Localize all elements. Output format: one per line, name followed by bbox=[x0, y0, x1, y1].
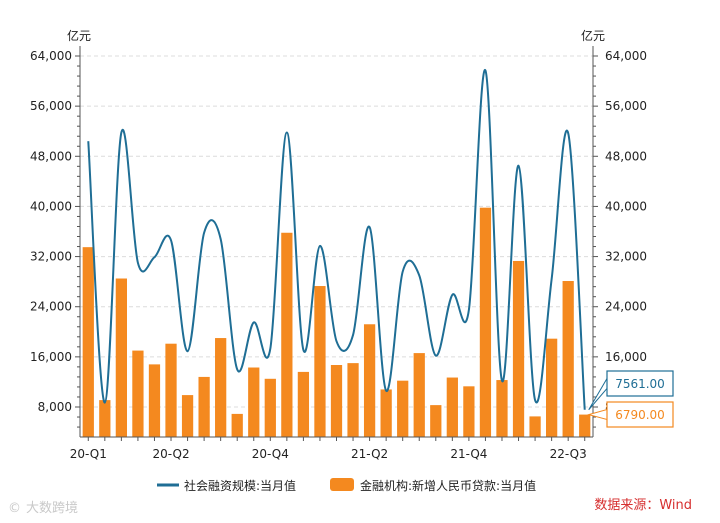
bar bbox=[264, 378, 276, 437]
bar bbox=[446, 377, 458, 437]
bar bbox=[215, 338, 227, 437]
callout-value: 6790.00 bbox=[615, 408, 665, 422]
y-tick-label-left: 24,000 bbox=[30, 300, 72, 314]
bar bbox=[546, 338, 558, 437]
bar bbox=[529, 416, 541, 437]
y-tick-label-right: 48,000 bbox=[605, 149, 647, 163]
bar bbox=[463, 386, 475, 437]
bar bbox=[413, 353, 425, 437]
x-tick-label: 20-Q2 bbox=[152, 447, 189, 461]
callout-box bbox=[606, 370, 674, 397]
x-tick-label: 20-Q1 bbox=[70, 447, 107, 461]
bar bbox=[512, 260, 525, 437]
legend: 社会融资规模:当月值 金融机构:新增人民币贷款:当月值 bbox=[157, 478, 536, 493]
bar bbox=[397, 380, 409, 437]
legend-line-label: 社会融资规模:当月值 bbox=[184, 478, 296, 493]
callout-box bbox=[606, 401, 674, 428]
bar bbox=[99, 400, 111, 437]
left-unit-label: 亿元 bbox=[67, 28, 91, 43]
bar-series bbox=[82, 207, 591, 437]
bar bbox=[363, 324, 376, 437]
line-series bbox=[87, 69, 586, 410]
bar bbox=[132, 350, 144, 437]
y-tick-label-right: 40,000 bbox=[605, 199, 647, 213]
bar bbox=[148, 364, 161, 437]
callout-value: 7561.00 bbox=[615, 377, 665, 391]
bar bbox=[281, 232, 293, 437]
bar bbox=[198, 376, 210, 437]
legend-bar-label: 金融机构:新增人民币贷款:当月值 bbox=[360, 478, 536, 493]
y-tick-label-left: 16,000 bbox=[30, 350, 72, 364]
bar bbox=[579, 414, 591, 437]
bar bbox=[479, 207, 492, 437]
axes: 64,000 64,000 56,000 56,000 48,000 48,000 40,0… bbox=[30, 46, 647, 461]
bar bbox=[165, 343, 177, 437]
watermark-text: 大数跨境 bbox=[26, 501, 78, 516]
bar bbox=[380, 389, 392, 437]
x-tick-label: 22-Q3 bbox=[550, 447, 587, 461]
y-tick-label-left: 64,000 bbox=[30, 49, 72, 63]
y-tick-label-left: 32,000 bbox=[30, 250, 72, 264]
callout-pointer bbox=[586, 408, 608, 421]
callouts: 7561.00 6790.00 bbox=[586, 370, 674, 428]
watermark-logo-icon: © bbox=[8, 501, 21, 516]
bar bbox=[562, 281, 574, 437]
y-tick-label-left: 48,000 bbox=[30, 149, 72, 163]
y-tick-label-right: 32,000 bbox=[605, 250, 647, 264]
bar bbox=[496, 380, 508, 437]
bar bbox=[314, 286, 326, 437]
y-tick-label-left: 40,000 bbox=[30, 199, 72, 213]
legend-bar-swatch bbox=[330, 478, 354, 491]
y-tick-label-right: 24,000 bbox=[605, 300, 647, 314]
y-tick-label-left: 56,000 bbox=[30, 99, 72, 113]
bar bbox=[181, 395, 194, 437]
y-tick-label-right: 64,000 bbox=[605, 49, 647, 63]
bar bbox=[297, 371, 310, 437]
watermark: © 大数跨境 bbox=[8, 501, 78, 516]
bar bbox=[430, 405, 442, 437]
y-tick-label-left: 8,000 bbox=[38, 400, 72, 414]
bar bbox=[115, 278, 127, 437]
bar bbox=[82, 247, 94, 437]
x-tick-label: 21-Q4 bbox=[450, 447, 487, 461]
bar bbox=[248, 367, 260, 437]
y-tick-label-right: 56,000 bbox=[605, 99, 647, 113]
bar bbox=[231, 413, 243, 437]
x-tick-label: 20-Q4 bbox=[252, 447, 289, 461]
bar bbox=[347, 363, 359, 437]
bar bbox=[330, 365, 343, 437]
x-tick-label: 21-Q2 bbox=[351, 447, 388, 461]
right-unit-label: 亿元 bbox=[581, 28, 605, 43]
y-tick-label-right: 16,000 bbox=[605, 350, 647, 364]
source-note: 数据来源：Wind bbox=[594, 498, 692, 513]
